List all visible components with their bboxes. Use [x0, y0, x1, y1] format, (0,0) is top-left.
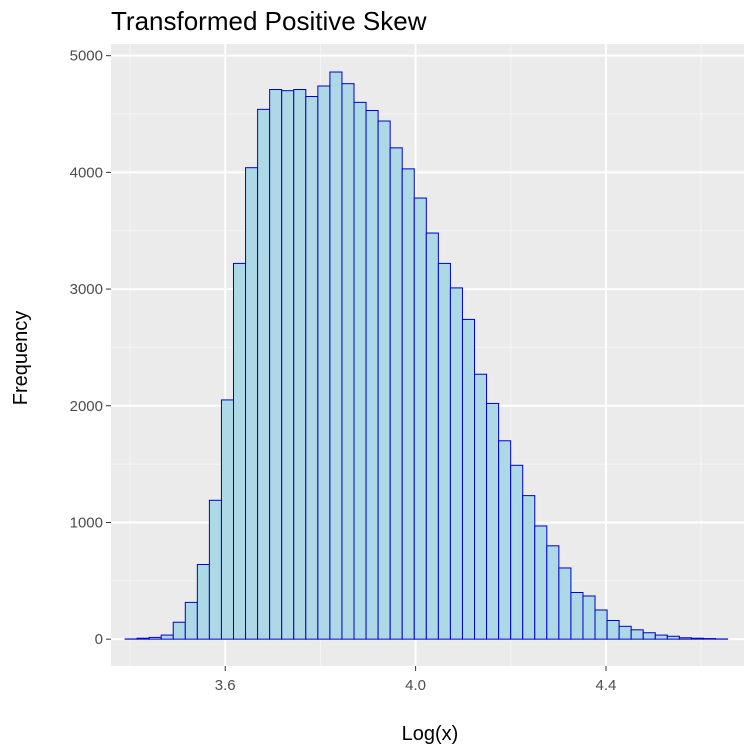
histogram-bar — [546, 545, 560, 640]
histogram-bar — [534, 525, 548, 640]
chart-title: Transformed Positive Skew — [111, 6, 427, 36]
histogram-bar — [594, 609, 608, 640]
histogram-bar — [498, 440, 512, 640]
histogram-bar — [365, 110, 379, 640]
histogram-bar — [184, 601, 198, 640]
y-axis: 0 1000 2000 3000 4000 5000 — [70, 48, 111, 648]
x-tick-label: 4.0 — [405, 677, 426, 694]
histogram-bar — [196, 563, 210, 640]
histogram-bar — [377, 120, 391, 640]
x-tick-label: 4.4 — [596, 677, 617, 694]
histogram-bar — [257, 108, 271, 640]
histogram-bar — [522, 495, 536, 640]
histogram-bar — [618, 625, 632, 640]
y-axis-title: Frequency — [10, 311, 32, 406]
histogram-bar — [486, 402, 500, 640]
histogram-bar — [269, 89, 283, 640]
histogram-bar — [678, 637, 692, 640]
y-tick-label: 5000 — [70, 48, 103, 65]
histogram-bar — [329, 71, 343, 640]
x-axis: 3.6 4.0 4.4 — [215, 666, 617, 694]
histogram-bar — [690, 637, 704, 640]
histogram-bar — [220, 399, 234, 640]
histogram-bar — [293, 89, 307, 640]
histogram-bar — [172, 621, 186, 640]
histogram-bar — [642, 632, 656, 640]
y-tick-label: 3000 — [70, 281, 103, 298]
histogram-bar — [474, 373, 488, 640]
histogram-bar — [148, 636, 162, 640]
histogram-bar — [341, 83, 355, 640]
y-tick-label: 2000 — [70, 398, 103, 415]
histogram-bar — [510, 464, 524, 640]
histogram-bar — [160, 634, 174, 640]
histogram-bar — [208, 499, 222, 640]
histogram-bar — [317, 85, 331, 640]
histogram-bar — [630, 629, 644, 640]
histogram-bar — [353, 101, 367, 640]
y-tick-label: 0 — [95, 631, 103, 648]
histogram-bar — [136, 637, 150, 640]
histogram-bar — [245, 167, 259, 640]
y-tick-label: 4000 — [70, 164, 103, 181]
histogram-bar — [654, 634, 668, 640]
histogram-bar — [666, 635, 680, 640]
x-tick-label: 3.6 — [215, 677, 236, 694]
histogram-bar — [582, 595, 596, 640]
y-tick-label: 1000 — [70, 514, 103, 531]
histogram-bar — [401, 168, 415, 640]
histogram-bars — [124, 71, 729, 640]
histogram-bar — [449, 287, 463, 640]
histogram-bar — [425, 232, 439, 640]
histogram-bar — [558, 567, 572, 640]
histogram-bar — [702, 638, 717, 640]
histogram-bar — [413, 197, 427, 640]
histogram-bar — [606, 619, 620, 640]
histogram-bar — [461, 318, 476, 640]
histogram-bar — [232, 262, 247, 640]
histogram-bar — [570, 591, 584, 640]
histogram-bar — [281, 90, 295, 640]
histogram-bar — [305, 96, 319, 640]
x-axis-title: Log(x) — [402, 723, 459, 745]
histogram-bar — [389, 147, 403, 640]
histogram-bar — [437, 262, 451, 640]
